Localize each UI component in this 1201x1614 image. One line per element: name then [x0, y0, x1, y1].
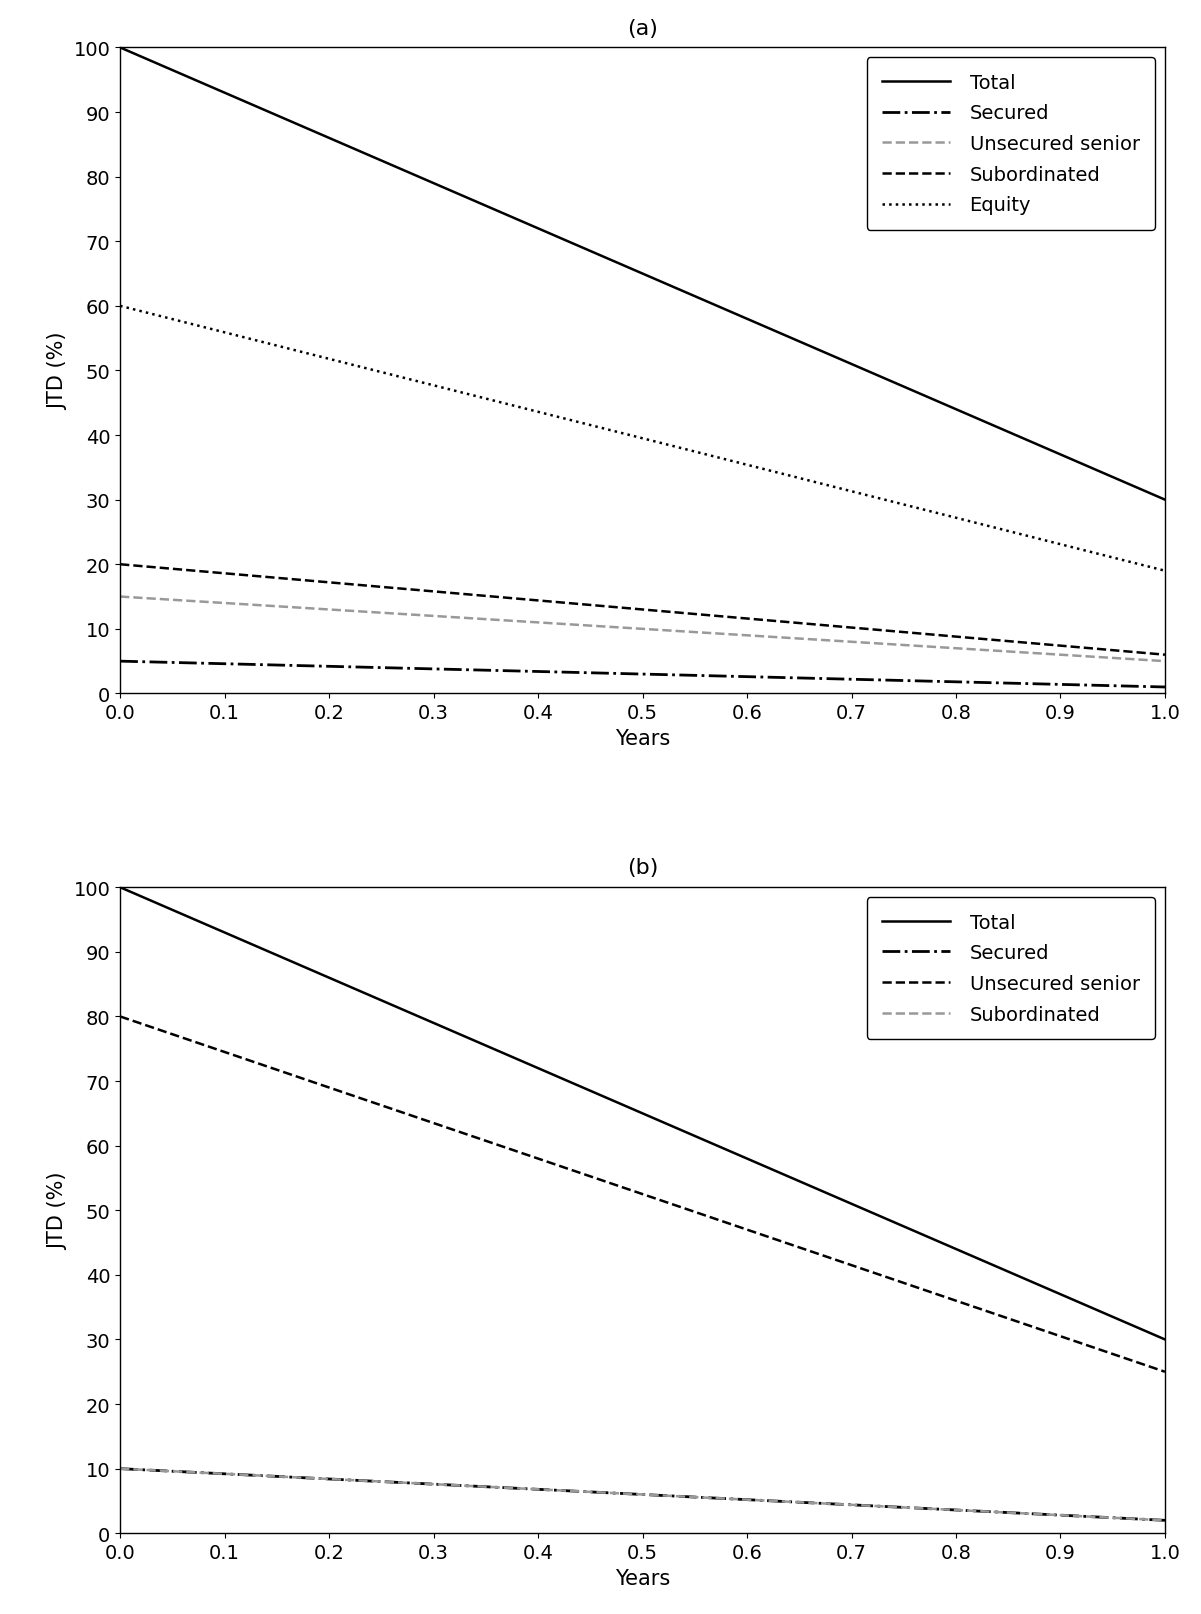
X-axis label: Years: Years	[615, 728, 670, 749]
Legend: Total, Secured, Unsecured senior, Subordinated: Total, Secured, Unsecured senior, Subord…	[866, 897, 1155, 1039]
Title: (a): (a)	[627, 18, 658, 39]
Y-axis label: JTD (%): JTD (%)	[48, 1172, 68, 1249]
Y-axis label: JTD (%): JTD (%)	[48, 332, 68, 410]
Title: (b): (b)	[627, 857, 658, 878]
Legend: Total, Secured, Unsecured senior, Subordinated, Equity: Total, Secured, Unsecured senior, Subord…	[866, 58, 1155, 231]
X-axis label: Years: Years	[615, 1567, 670, 1588]
